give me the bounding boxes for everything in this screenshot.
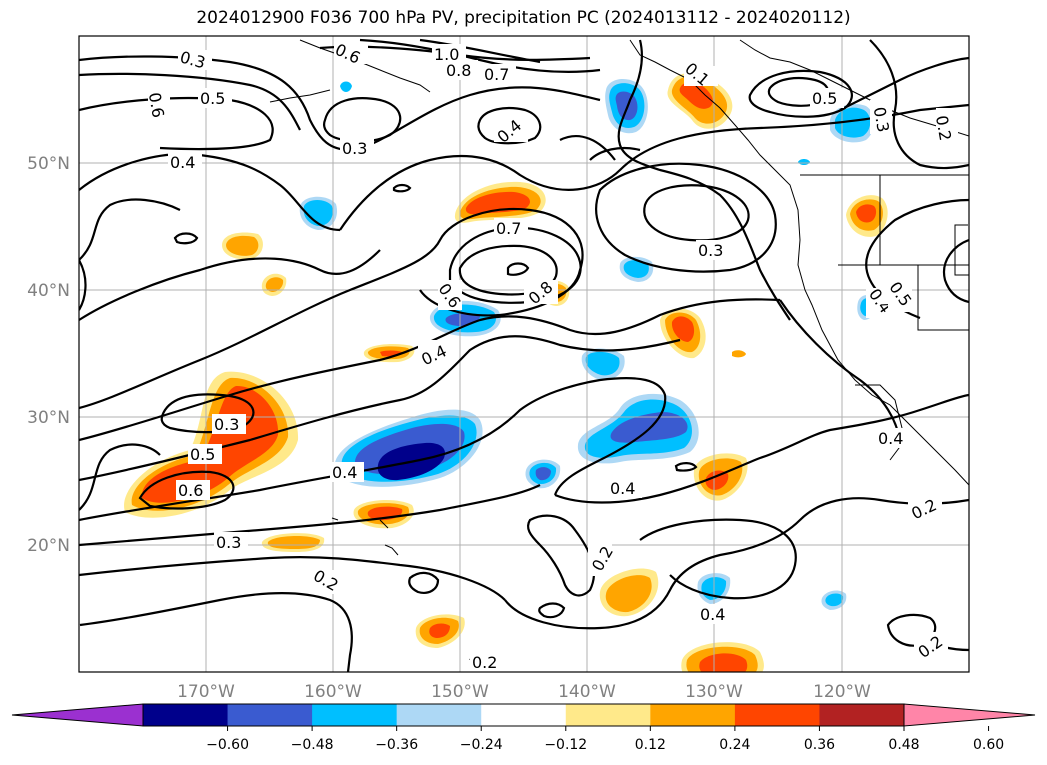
contour-label: 0.4 bbox=[700, 605, 725, 624]
coastlines bbox=[269, 39, 969, 556]
contour-label: 0.4 bbox=[878, 429, 903, 448]
colorbar-segment bbox=[143, 704, 229, 726]
colorbar-tick-label: −0.60 bbox=[206, 737, 249, 753]
colorbar-extend-right bbox=[903, 703, 1036, 727]
colorbar-segment bbox=[650, 704, 736, 726]
lat-label: 30°N bbox=[27, 408, 70, 428]
contour-label: 0.8 bbox=[446, 61, 471, 80]
contour-label: 0.3 bbox=[342, 139, 367, 158]
latitude-labels: 50°N 40°N 30°N 20°N bbox=[27, 154, 70, 556]
contour-label: 0.3 bbox=[214, 415, 239, 434]
contour-label: 0.6 bbox=[145, 91, 168, 119]
colorbar-segment bbox=[312, 704, 398, 726]
lon-label: 140°W bbox=[558, 682, 616, 702]
colorbar-tick-label: 0.24 bbox=[719, 737, 750, 753]
colorbar-tick-label: 0.48 bbox=[888, 737, 919, 753]
colorbar-tick-label: −0.36 bbox=[375, 737, 418, 753]
colorbar-tick-label: −0.12 bbox=[544, 737, 587, 753]
contour-label: 0.3 bbox=[216, 533, 241, 552]
contour-label: 0.6 bbox=[178, 481, 203, 500]
precip-shading bbox=[124, 73, 888, 672]
colorbar-extend-left bbox=[11, 703, 144, 727]
colorbar-tick-label: 0.36 bbox=[804, 737, 835, 753]
contour-label: 1.0 bbox=[434, 45, 459, 64]
colorbar-segment bbox=[734, 704, 820, 726]
colorbar-tick-label: −0.48 bbox=[291, 737, 334, 753]
lon-label: 130°W bbox=[685, 682, 743, 702]
contour-label: 0.5 bbox=[190, 445, 215, 464]
contour-label: 0.4 bbox=[170, 153, 195, 172]
lon-label: 120°W bbox=[813, 682, 871, 702]
colorbar-segment bbox=[396, 704, 482, 726]
colorbar-segment bbox=[227, 704, 313, 726]
contour-label: 0.3 bbox=[698, 241, 723, 260]
longitude-labels: 170°W 160°W 150°W 140°W 130°W 120°W bbox=[177, 682, 871, 702]
contour-label: 0.3 bbox=[870, 105, 893, 133]
lon-label: 160°W bbox=[304, 682, 362, 702]
contour-label: 0.5 bbox=[812, 89, 837, 108]
lon-label: 170°W bbox=[177, 682, 235, 702]
contour-label: 0.4 bbox=[610, 479, 635, 498]
contour-label: 0.7 bbox=[484, 65, 509, 84]
colorbar-tick-label: 0.12 bbox=[635, 737, 666, 753]
contour-label: 0.7 bbox=[496, 219, 521, 238]
contour-label: 0.4 bbox=[332, 463, 357, 482]
lat-label: 20°N bbox=[27, 536, 70, 556]
colorbar: −0.60 −0.48 −0.36 −0.24 −0.12 0.12 0.24 0.36 0.4… bbox=[11, 703, 1036, 753]
colorbar-tick-label: −0.24 bbox=[460, 737, 503, 753]
colorbar-tick-label: 0.60 bbox=[973, 737, 1004, 753]
contour-label: 0.5 bbox=[200, 89, 225, 108]
contour-labels: 0.3 0.6 1.0 0.8 0.7 0.1 0.6 0.5 0.3 0.2 … bbox=[145, 40, 958, 672]
map-title: 2024012900 F036 700 hPa PV, precipitatio… bbox=[196, 8, 851, 28]
contour-label: 0.2 bbox=[472, 653, 497, 672]
contour-label: 0.2 bbox=[932, 114, 955, 142]
colorbar-segment bbox=[565, 704, 651, 726]
lon-label: 150°W bbox=[431, 682, 489, 702]
lat-label: 40°N bbox=[27, 281, 70, 301]
colorbar-segment bbox=[819, 704, 905, 726]
colorbar-segment bbox=[481, 704, 567, 726]
lat-label: 50°N bbox=[27, 154, 70, 174]
